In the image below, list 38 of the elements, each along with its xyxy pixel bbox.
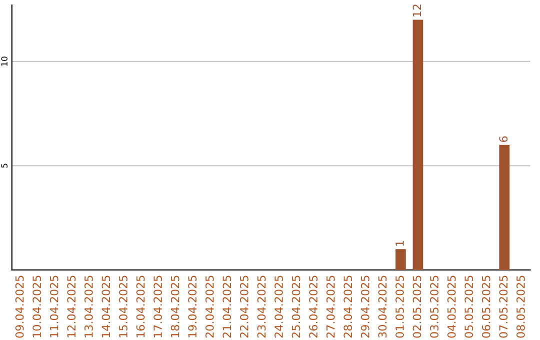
data-label: 1 xyxy=(396,240,404,246)
x-tick-label: 26.04.2025 xyxy=(309,276,318,338)
x-tick-label: 28.04.2025 xyxy=(344,276,352,338)
x-tick-label: 19.04.2025 xyxy=(188,276,197,338)
x-tick-label: 16.04.2025 xyxy=(136,276,145,338)
x-tick-label: 30.04.2025 xyxy=(378,276,387,338)
x-tick-label: 24.04.2025 xyxy=(274,276,283,338)
x-tick-label: 01.05.2025 xyxy=(396,276,404,338)
bar xyxy=(412,20,424,270)
x-tick-label: 09.04.2025 xyxy=(15,276,24,338)
x-tick-label: 17.04.2025 xyxy=(154,276,162,338)
x-tick-label: 29.04.2025 xyxy=(360,276,370,338)
x-tick-label: 02.05.2025 xyxy=(412,276,422,338)
x-tick-label: 27.04.2025 xyxy=(326,276,335,338)
x-tick-label: 21.04.2025 xyxy=(222,276,232,338)
y-tick-label: 5 xyxy=(1,164,8,168)
x-tick-label: 06.05.2025 xyxy=(482,276,490,338)
x-tick-label: 18.04.2025 xyxy=(170,276,180,338)
x-tick-label: 25.04.2025 xyxy=(292,276,300,338)
x-tick-label: 11.04.2025 xyxy=(50,276,58,338)
x-tick-label: 05.05.2025 xyxy=(464,276,474,338)
data-label: 6 xyxy=(499,136,508,142)
x-tick-label: 13.04.2025 xyxy=(84,276,93,338)
x-tick-label: 20.04.2025 xyxy=(205,276,214,338)
bar xyxy=(395,249,406,270)
x-tick-label: 14.04.2025 xyxy=(102,276,110,338)
x-tick-label: 08.05.2025 xyxy=(516,276,525,338)
x-tick-label: 22.04.2025 xyxy=(240,276,248,338)
bar xyxy=(499,144,510,270)
y-tick-label: 10 xyxy=(1,56,8,66)
x-tick-label: 07.05.2025 xyxy=(499,276,508,338)
x-tick-label: 03.05.2025 xyxy=(430,276,438,338)
x-tick-label: 10.04.2025 xyxy=(32,276,42,338)
x-tick-label: 15.04.2025 xyxy=(119,276,128,338)
x-tick-label: 04.05.2025 xyxy=(447,276,456,338)
data-label: 12 xyxy=(412,4,422,16)
x-tick-label: 23.04.2025 xyxy=(257,276,266,338)
x-tick-label: 12.04.2025 xyxy=(67,276,76,338)
